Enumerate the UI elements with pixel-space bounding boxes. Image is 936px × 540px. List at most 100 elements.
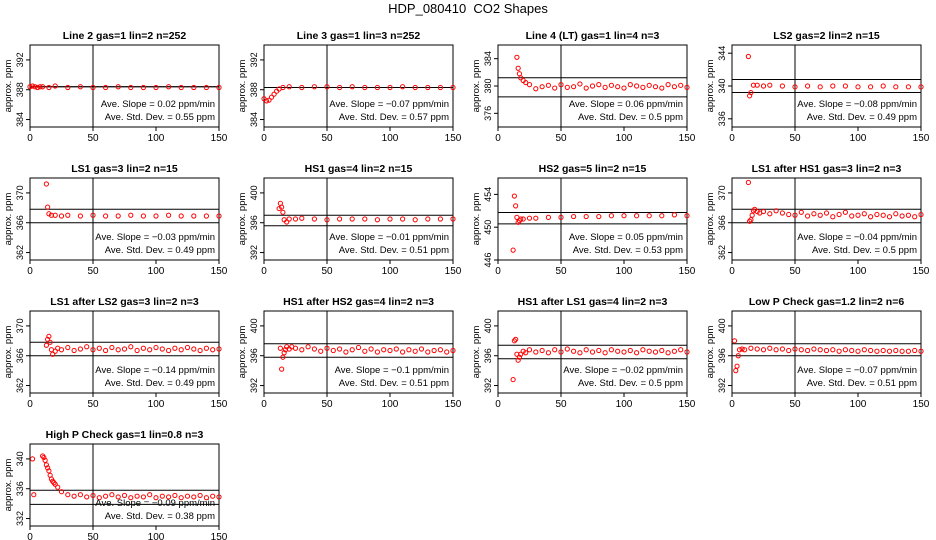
data-point — [792, 212, 798, 218]
data-point — [912, 214, 918, 220]
x-tick-label: 100 — [616, 399, 633, 410]
data-point — [634, 350, 640, 356]
data-point — [134, 347, 140, 354]
data-point — [817, 212, 823, 218]
data-point — [203, 345, 209, 351]
data-point — [216, 213, 222, 219]
data-point — [153, 84, 159, 91]
data-point — [153, 213, 159, 219]
x-tick-label: 50 — [321, 133, 333, 144]
slope-annotation: Ave. Slope = −0.09 ppm/min — [95, 498, 215, 509]
data-point — [665, 82, 671, 88]
data-point — [823, 210, 830, 216]
std-dev-annotation: Ave. Std. Dev. = 0.5 ppm — [812, 245, 917, 256]
data-point — [748, 89, 754, 96]
x-tick-label: 50 — [555, 399, 567, 410]
data-point — [184, 493, 191, 499]
data-point — [510, 247, 516, 253]
data-point — [311, 346, 317, 352]
y-tick-label: 332 — [15, 511, 25, 526]
data-point — [842, 209, 849, 215]
y-axis-label: approx. ppm — [237, 193, 248, 246]
data-point — [779, 346, 786, 352]
data-point — [46, 333, 52, 339]
data-point — [418, 346, 425, 352]
data-point — [798, 209, 804, 215]
data-point — [425, 349, 431, 355]
data-point — [736, 347, 743, 353]
data-point — [533, 349, 539, 355]
data-point — [767, 211, 773, 217]
data-point — [191, 494, 197, 500]
data-point — [84, 344, 90, 350]
std-dev-annotation: Ave. Std. Dev. = 0.51 ppm — [339, 245, 449, 256]
x-tick-label: 100 — [850, 266, 867, 277]
slope-annotation: Ave. Slope = −0.01 ppm/min — [329, 232, 449, 243]
data-point — [652, 349, 659, 355]
data-point — [659, 213, 665, 219]
x-tick-label: 100 — [616, 266, 633, 277]
data-point — [263, 98, 270, 104]
data-point — [874, 348, 880, 354]
data-point — [45, 465, 51, 471]
y-tick-label: 366 — [15, 348, 25, 363]
x-tick-label: 100 — [148, 399, 165, 410]
x-tick-label: 100 — [382, 399, 399, 410]
data-point — [166, 84, 172, 90]
y-tick-label: 340 — [717, 78, 727, 93]
std-dev-annotation: Ave. Std. Dev. = 0.55 ppm — [105, 112, 215, 123]
slope-annotation: Ave. Slope = −0.07 ppm/min — [797, 365, 917, 376]
y-tick-label: 362 — [717, 245, 727, 260]
x-tick-label: 0 — [729, 133, 735, 144]
x-tick-label: 0 — [495, 266, 501, 277]
data-point — [515, 357, 521, 363]
x-tick-label: 150 — [679, 266, 696, 277]
data-point — [510, 376, 516, 383]
data-point — [742, 347, 748, 353]
y-tick-label: 384 — [249, 112, 259, 127]
data-point — [425, 216, 431, 222]
panel-3: Line 4 (LT) gas=1 lin=4 n=3 0 50 100 150 376 3… — [471, 30, 696, 144]
plot-frame — [731, 310, 922, 394]
data-point — [374, 349, 380, 355]
y-tick-label: 396 — [483, 348, 493, 363]
data-point — [45, 336, 51, 342]
data-point — [50, 351, 56, 357]
slope-annotation: Ave. Slope = −0.02 ppm/min — [563, 365, 683, 376]
data-point — [37, 84, 43, 90]
y-axis-label: approx. ppm — [471, 60, 482, 113]
data-point — [564, 346, 570, 352]
data-point — [533, 215, 539, 221]
data-point — [400, 216, 406, 222]
panel-title: Line 3 gas=1 lin=3 n=252 — [297, 30, 421, 42]
data-point — [425, 84, 431, 91]
data-point — [577, 350, 583, 356]
data-point — [191, 84, 197, 91]
y-axis-label: approx. ppm — [471, 326, 482, 379]
data-point — [842, 83, 849, 89]
std-dev-annotation: Ave. Std. Dev. = 0.49 ppm — [105, 378, 215, 389]
data-point — [337, 216, 343, 222]
data-point — [299, 84, 305, 91]
data-point — [608, 213, 615, 219]
y-tick-label: 392 — [717, 378, 727, 393]
x-tick-label: 0 — [27, 266, 33, 277]
x-tick-label: 0 — [261, 266, 267, 277]
data-point — [861, 211, 867, 217]
data-point — [526, 215, 533, 221]
data-point — [621, 349, 627, 355]
slope-annotation: Ave. Slope = 0.02 ppm/min — [101, 99, 215, 110]
data-point — [318, 348, 324, 354]
data-point — [760, 208, 767, 215]
data-point — [779, 210, 786, 216]
data-point — [659, 347, 665, 354]
data-point — [748, 345, 754, 351]
data-point — [387, 347, 393, 354]
data-point — [203, 84, 209, 91]
data-point — [659, 85, 665, 91]
data-point — [349, 347, 355, 353]
data-point — [178, 84, 184, 91]
y-tick-label: 336 — [15, 481, 25, 496]
data-point — [32, 84, 38, 90]
data-point — [589, 83, 596, 89]
